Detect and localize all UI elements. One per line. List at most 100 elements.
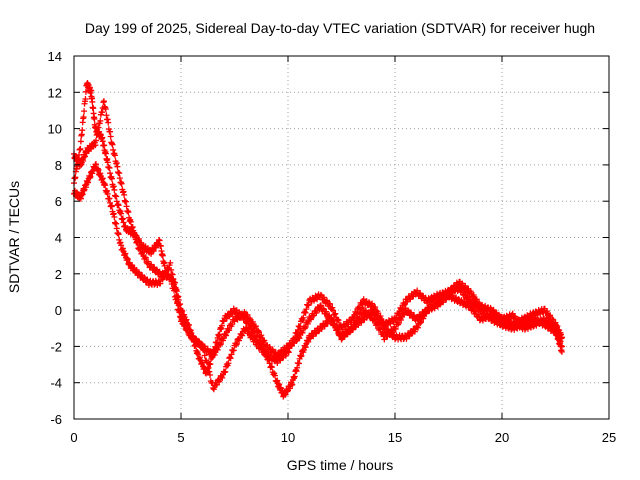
data-point-marker (76, 151, 83, 158)
data-point-marker (249, 318, 256, 325)
data-point-marker (358, 319, 365, 326)
data-point-marker (317, 291, 324, 298)
data-point-marker (102, 150, 109, 157)
data-point-marker (329, 304, 336, 311)
data-point-marker (174, 298, 181, 305)
data-point-marker (456, 283, 463, 290)
data-point-marker (490, 306, 497, 313)
y-tick-label: 14 (48, 49, 62, 64)
data-point-marker (236, 337, 243, 344)
data-point-marker (334, 316, 341, 323)
data-point-marker (216, 341, 223, 348)
data-point-marker (285, 349, 292, 356)
data-point-marker (223, 332, 230, 339)
data-point-marker (178, 316, 185, 323)
data-point-marker (332, 310, 339, 317)
data-point-marker (168, 266, 175, 273)
data-point-marker (327, 301, 334, 308)
data-point-marker (265, 356, 272, 363)
data-point-marker (100, 98, 107, 105)
data-point-marker (106, 164, 113, 171)
data-point-marker (302, 309, 309, 316)
data-point-marker (225, 360, 232, 367)
data-point-marker (108, 203, 115, 210)
data-point-marker (288, 342, 295, 349)
data-point-marker (417, 319, 424, 326)
data-point-marker (175, 302, 182, 309)
data-point-marker (228, 351, 235, 358)
data-point-marker (233, 342, 240, 349)
data-point-marker (265, 356, 272, 363)
data-point-marker (167, 259, 174, 266)
data-point-marker (239, 332, 246, 339)
data-point-marker (395, 320, 402, 327)
data-point-marker (379, 320, 386, 327)
x-tick-label: 25 (602, 430, 616, 445)
data-point-marker (530, 323, 537, 330)
data-point-marker (125, 209, 132, 216)
data-point-marker (548, 320, 555, 327)
data-point-marker (105, 119, 112, 126)
data-point-marker (369, 300, 376, 307)
chart-title: Day 199 of 2025, Sidereal Day-to-day VTE… (85, 20, 595, 36)
data-point-marker (473, 296, 480, 303)
data-point-marker (97, 117, 104, 124)
data-point-marker (371, 306, 378, 313)
data-point-marker (464, 293, 471, 300)
data-point-marker (176, 309, 183, 316)
data-point-marker (162, 271, 169, 278)
data-point-marker (207, 371, 214, 378)
data-point-marker (206, 368, 213, 375)
y-tick-label: 4 (55, 231, 62, 246)
data-point-marker (157, 280, 164, 287)
data-point-marker (398, 316, 405, 323)
data-point-marker (159, 252, 166, 259)
data-point-marker (173, 292, 180, 299)
data-point-marker (543, 315, 550, 322)
data-point-marker (251, 336, 258, 343)
data-point-marker (469, 304, 476, 311)
data-point-marker (414, 324, 421, 331)
y-tick-label: -2 (50, 339, 62, 354)
data-point-marker (160, 274, 167, 281)
data-point-marker (293, 337, 300, 344)
data-point-marker (336, 329, 343, 336)
data-point-marker (102, 182, 109, 189)
data-point-marker (323, 297, 330, 304)
data-point-marker (260, 338, 267, 345)
data-point-marker (244, 311, 251, 318)
data-point-marker (387, 329, 394, 336)
data-point-marker (473, 301, 480, 308)
data-point-marker (153, 266, 160, 273)
data-point-marker (107, 133, 114, 140)
data-point-marker (118, 180, 125, 187)
data-point-marker (255, 327, 262, 334)
data-point-marker (447, 291, 454, 298)
data-point-marker (423, 310, 430, 317)
data-point-marker (404, 307, 411, 314)
data-point-marker (558, 348, 565, 355)
data-point-marker (255, 329, 262, 336)
data-point-marker (148, 261, 155, 268)
data-point-marker (184, 324, 191, 331)
data-point-marker (428, 306, 435, 313)
data-point-marker (248, 333, 255, 340)
data-point-marker (470, 291, 477, 298)
data-point-marker (546, 313, 553, 320)
data-point-marker (102, 106, 109, 113)
data-point-marker (303, 306, 310, 313)
data-point-marker (115, 231, 122, 238)
data-point-marker (398, 306, 405, 313)
data-point-marker (80, 113, 87, 120)
data-point-marker (544, 308, 551, 315)
data-point-marker (370, 305, 377, 312)
data-point-marker (408, 309, 415, 316)
data-point-marker (142, 254, 149, 261)
data-point-marker (335, 317, 342, 324)
data-point-marker (390, 331, 397, 338)
y-tick-label: 2 (55, 267, 62, 282)
data-point-marker (201, 352, 208, 359)
x-tick-label: 10 (281, 430, 295, 445)
data-point-marker (392, 325, 399, 332)
data-point-marker (317, 302, 324, 309)
